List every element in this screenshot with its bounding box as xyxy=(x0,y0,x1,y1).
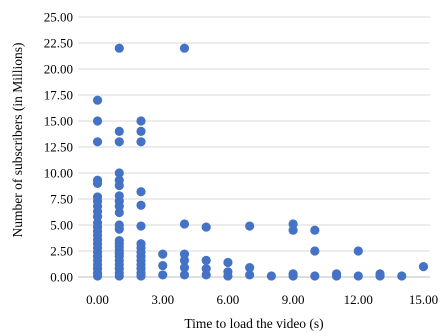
data-point xyxy=(201,270,211,280)
gridlines xyxy=(78,16,430,252)
y-tick-label: 5.00 xyxy=(50,218,73,233)
y-tick-labels: 0.00 2.50 5.00 7.50 10.00 12.50 15.00 17.50 20.0… xyxy=(44,10,73,285)
data-point xyxy=(136,126,146,136)
data-point xyxy=(158,270,168,280)
data-point xyxy=(158,260,168,271)
data-point xyxy=(179,255,190,265)
data-point xyxy=(288,225,298,235)
y-tick-label: 10.00 xyxy=(44,166,73,181)
x-tick-label: 15.00 xyxy=(409,292,438,307)
data-point xyxy=(201,222,211,232)
data-point xyxy=(288,271,298,281)
data-point xyxy=(201,255,211,265)
x-tick-label: 0.00 xyxy=(86,292,109,307)
data-point xyxy=(114,137,124,147)
y-tick-label: 12.50 xyxy=(44,140,73,155)
data-point xyxy=(245,270,255,280)
data-point xyxy=(92,95,103,105)
data-point xyxy=(136,271,146,281)
data-point xyxy=(179,263,190,273)
data-point xyxy=(92,116,103,126)
data-point xyxy=(245,221,255,231)
data-point xyxy=(179,270,190,280)
data-point xyxy=(92,271,103,281)
data-point xyxy=(223,271,233,281)
y-tick-label: 0.00 xyxy=(50,270,73,285)
y-tick-label: 15.00 xyxy=(44,114,73,129)
data-point xyxy=(136,137,146,147)
data-point xyxy=(353,271,363,281)
data-point xyxy=(223,257,233,268)
x-tick-label: 12.00 xyxy=(344,292,373,307)
x-axis-title: Time to load the video (s) xyxy=(184,316,323,331)
data-point xyxy=(179,43,190,53)
data-point xyxy=(310,271,320,281)
y-tick-label: 25.00 xyxy=(44,10,73,25)
data-point xyxy=(114,126,124,136)
data-point xyxy=(114,271,124,281)
data-point xyxy=(266,271,276,281)
x-tick-label: 3.00 xyxy=(151,292,174,307)
x-tick-label: 9.00 xyxy=(282,292,305,307)
x-tick-labels: 0.00 3.00 6.00 9.00 12.00 15.00 xyxy=(86,292,438,307)
data-point xyxy=(114,168,124,178)
data-points xyxy=(92,43,429,281)
data-point xyxy=(114,224,124,234)
data-point xyxy=(136,187,146,197)
data-point xyxy=(136,116,146,126)
data-point xyxy=(375,271,385,281)
x-tick-label: 6.00 xyxy=(217,292,240,307)
data-point xyxy=(397,271,407,281)
y-tick-label: 17.50 xyxy=(44,88,73,103)
data-point xyxy=(114,207,124,218)
data-point xyxy=(331,271,342,281)
data-point xyxy=(114,180,124,191)
y-tick-label: 7.50 xyxy=(50,192,73,207)
data-point xyxy=(114,43,124,53)
data-point xyxy=(136,200,146,210)
data-point xyxy=(353,246,363,256)
data-point xyxy=(92,178,103,188)
data-point xyxy=(310,246,320,256)
data-point xyxy=(310,225,320,235)
data-point xyxy=(92,137,103,147)
y-tick-label: 2.50 xyxy=(50,244,73,259)
data-point xyxy=(158,249,168,259)
data-point xyxy=(179,219,190,229)
data-point xyxy=(136,221,146,231)
data-point xyxy=(245,263,255,273)
y-tick-label: 20.00 xyxy=(44,62,73,77)
y-axis-title: Number of subscribers (in Millions) xyxy=(10,43,25,238)
data-point xyxy=(418,262,429,272)
y-tick-label: 22.50 xyxy=(44,36,73,51)
